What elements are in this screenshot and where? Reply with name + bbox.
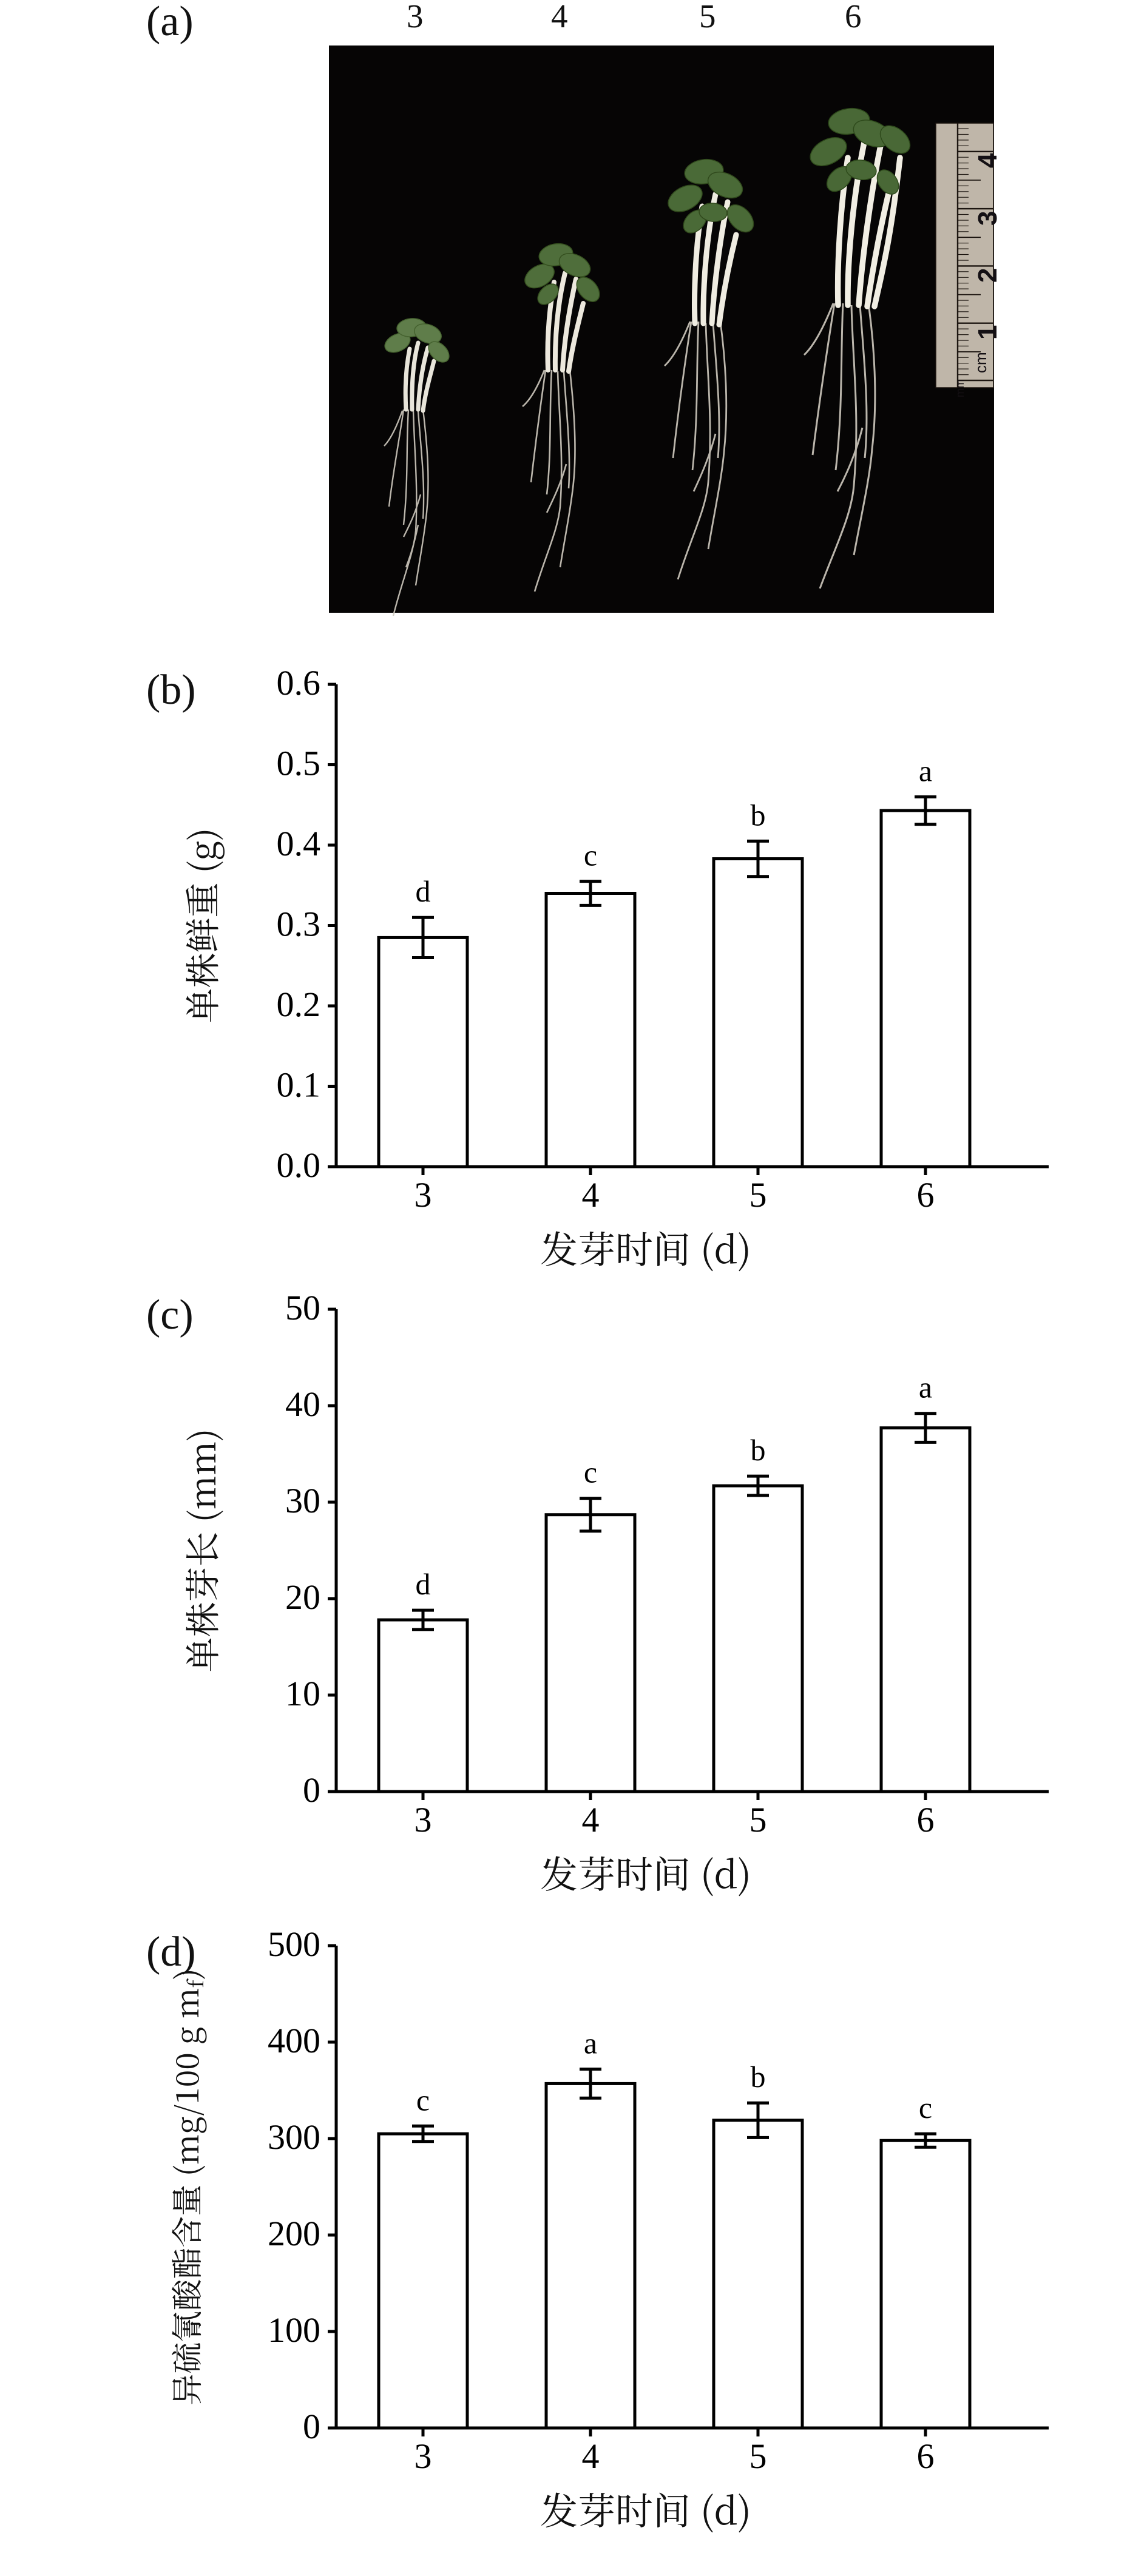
svg-text:300: 300: [268, 2117, 320, 2157]
svg-text:40: 40: [285, 1384, 320, 1424]
svg-text:0.2: 0.2: [277, 985, 321, 1024]
svg-text:0.4: 0.4: [277, 824, 321, 863]
svg-text:6: 6: [917, 2436, 935, 2476]
svg-text:4: 4: [582, 2436, 600, 2476]
svg-text:c: c: [416, 2083, 430, 2117]
svg-text:0.1: 0.1: [277, 1065, 321, 1105]
svg-text:mm: mm: [954, 379, 966, 397]
svg-text:0: 0: [303, 1770, 320, 1810]
svg-text:b: b: [751, 2060, 766, 2094]
svg-text:0.6: 0.6: [277, 663, 321, 703]
svg-text:d: d: [416, 1567, 431, 1601]
svg-text:0.5: 0.5: [277, 744, 321, 783]
svg-text:c: c: [584, 1455, 597, 1489]
svg-text:2: 2: [973, 268, 1003, 283]
svg-text:0.3: 0.3: [277, 905, 321, 944]
svg-text:3: 3: [414, 1175, 432, 1215]
svg-text:0.0: 0.0: [277, 1145, 321, 1185]
svg-text:d: d: [416, 874, 431, 908]
svg-text:a: a: [919, 754, 932, 788]
svg-text:5: 5: [749, 2436, 767, 2476]
svg-text:4: 4: [582, 1175, 600, 1215]
svg-text:b: b: [751, 798, 766, 832]
svg-text:50: 50: [285, 1288, 320, 1327]
svg-text:3: 3: [414, 1800, 432, 1839]
svg-text:200: 200: [268, 2214, 320, 2253]
svg-text:5: 5: [749, 1800, 767, 1839]
svg-text:a: a: [584, 2026, 597, 2060]
svg-text:a: a: [919, 1371, 932, 1404]
svg-text:500: 500: [268, 1924, 320, 1964]
svg-text:cm: cm: [972, 352, 990, 373]
svg-text:1: 1: [973, 325, 1003, 340]
svg-text:b: b: [751, 1433, 766, 1467]
svg-text:4: 4: [582, 1800, 600, 1839]
svg-text:5: 5: [749, 1175, 767, 1215]
svg-text:3: 3: [414, 2436, 432, 2476]
svg-text:6: 6: [917, 1800, 935, 1839]
svg-text:4: 4: [973, 153, 1003, 168]
svg-text:0: 0: [303, 2407, 320, 2446]
svg-text:30: 30: [285, 1481, 320, 1520]
svg-text:6: 6: [917, 1175, 935, 1215]
svg-text:c: c: [919, 2091, 932, 2125]
svg-text:10: 10: [285, 1674, 320, 1713]
svg-text:100: 100: [268, 2310, 320, 2350]
svg-text:3: 3: [973, 211, 1003, 226]
svg-text:c: c: [584, 838, 597, 872]
svg-text:20: 20: [285, 1577, 320, 1617]
svg-text:400: 400: [268, 2021, 320, 2060]
